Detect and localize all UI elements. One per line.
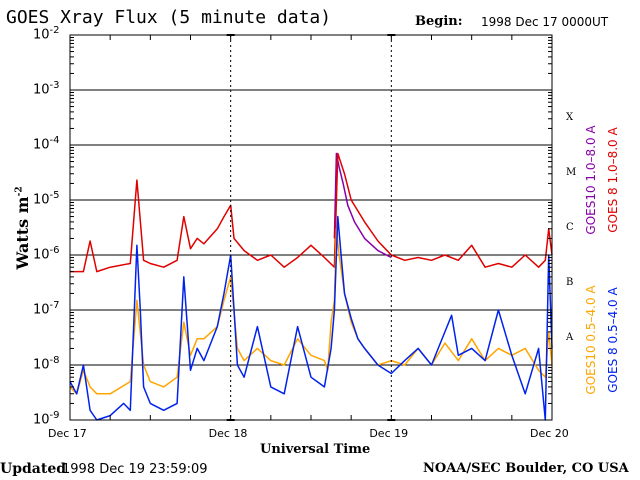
y-axis-exponent: -2 [14,186,25,197]
x-tick-label: Dec 18 [208,427,248,440]
y-tick-exponent: -8 [49,355,60,366]
y-tick-label: 10-8 [33,355,60,373]
y-tick-base: 10 [33,192,50,208]
y-tick-label: 10-7 [33,300,60,318]
flare-class-M: M [566,166,577,178]
y-tick-label: 10-9 [33,410,60,428]
series-layer [69,152,553,421]
y-tick-base: 10 [33,302,50,318]
y-tick-exponent: -5 [49,190,60,201]
grid-lines [70,89,552,366]
y-tick-exponent: -6 [49,245,60,256]
begin-label: Begin: [415,14,463,29]
y-tick-label: 10-5 [33,190,60,208]
footer-credit: NOAA/SEC Boulder, CO USA [423,461,629,476]
y-axis-label: Watts m [13,196,32,270]
y-tick-base: 10 [33,82,50,98]
y-tick-label: 10-3 [33,80,60,98]
y-tick-exponent: -2 [49,25,60,36]
series-line-2 [69,228,553,395]
legend-entry-0: GOES10 1.0–8.0 A [584,125,598,235]
series-line-1 [70,152,553,273]
flare-class-A: A [566,331,574,343]
y-tick-base: 10 [33,412,50,428]
y-tick-base: 10 [33,357,50,373]
chart-title: GOES Xray Flux (5 minute data) [6,7,332,28]
series-line-3 [69,215,553,421]
legend-entry-3: GOES 8 0.5–4.0 A [606,287,620,393]
y-tick-label: 10-6 [33,245,60,263]
y-tick-exponent: -7 [49,300,60,311]
footer-updated-label: Updated [0,461,67,477]
flare-class-B: B [566,276,574,288]
y-tick-exponent: -9 [49,410,60,421]
x-tick-label: Dec 20 [530,427,569,440]
flare-class-C: C [566,221,574,233]
flare-class-X: X [566,111,574,123]
y-tick-base: 10 [33,247,50,263]
y-tick-label: 10-4 [33,135,60,153]
x-axis-title: Universal Time [260,442,371,457]
ticks [69,34,553,421]
footer-updated-value: 1998 Dec 19 23:59:09 [62,462,208,477]
y-tick-exponent: -3 [49,80,60,91]
y-tick-base: 10 [33,137,50,153]
y-tick-exponent: -4 [49,135,60,146]
x-tick-label: Dec 19 [369,427,409,440]
legend-entry-1: GOES 8 1.0–8.0 A [606,127,620,233]
y-tick-label: 10-2 [33,25,60,43]
y-axis-title: Watts m-2 [13,183,32,273]
y-tick-base: 10 [33,27,50,43]
x-tick-label: Dec 17 [48,427,87,440]
begin-value: 1998 Dec 17 0000UT [481,15,609,29]
legend-entry-2: GOES10 0.5–4.0 A [584,285,598,395]
